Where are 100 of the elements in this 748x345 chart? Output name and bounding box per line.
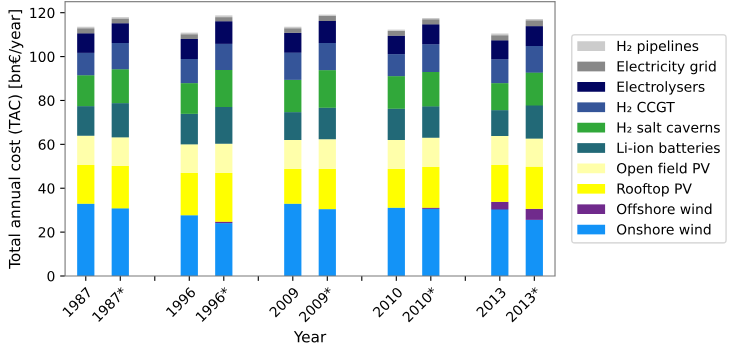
bar	[284, 168, 302, 204]
bar	[180, 39, 198, 59]
bar	[491, 59, 508, 84]
legend-label: Onshore wind	[616, 224, 710, 235]
bar	[388, 30, 405, 36]
bar	[284, 204, 302, 276]
bar	[491, 136, 508, 165]
y-tick-label: 60	[38, 139, 54, 150]
bar	[422, 208, 440, 276]
bar	[318, 16, 336, 22]
bar	[112, 23, 129, 43]
bar	[388, 36, 405, 54]
bar	[180, 34, 198, 40]
legend-label: H₂ CCGT	[618, 102, 675, 112]
bar	[215, 17, 232, 22]
bar	[422, 72, 440, 106]
bar	[180, 114, 198, 144]
bar	[526, 46, 543, 73]
legend-label: Electrolysers	[618, 81, 704, 95]
bar	[318, 209, 336, 276]
x-axis-title: Year	[294, 331, 326, 343]
y-tick-label: 80	[38, 95, 54, 106]
y-tick-label: 100	[30, 52, 54, 62]
y-tick-label: 120	[30, 8, 54, 18]
y-tick-label: 40	[38, 183, 54, 194]
bar	[388, 54, 405, 76]
bar	[491, 40, 508, 60]
legend-label: H₂ pipelines	[618, 40, 698, 54]
bar	[422, 19, 440, 24]
bar	[112, 42, 129, 70]
legend-label: Rooftop PV	[618, 183, 692, 197]
bar	[180, 58, 198, 84]
bar	[318, 108, 336, 140]
bar	[112, 166, 129, 208]
bar	[491, 110, 508, 136]
bar	[318, 42, 336, 70]
bar	[526, 166, 543, 209]
bar	[491, 164, 508, 202]
bar	[284, 28, 302, 33]
bar	[526, 72, 543, 106]
bar	[77, 204, 94, 276]
bar	[526, 20, 543, 26]
bar	[77, 33, 94, 53]
bar	[77, 52, 94, 76]
bar	[180, 215, 198, 276]
bar	[215, 172, 232, 222]
bar	[318, 139, 336, 169]
bar	[215, 107, 232, 144]
bar	[112, 18, 129, 24]
bar	[215, 223, 232, 276]
legend-label: Open field PV	[616, 162, 710, 176]
bar	[284, 32, 302, 53]
bar	[180, 83, 198, 114]
bar	[526, 26, 543, 46]
bar	[526, 106, 543, 139]
bar	[215, 21, 232, 44]
bar	[215, 144, 232, 173]
bar	[422, 24, 440, 44]
bar	[77, 28, 94, 34]
bar	[77, 136, 94, 165]
bar	[526, 208, 543, 220]
bar	[388, 140, 405, 169]
y-tick-label: 20	[38, 227, 54, 238]
bar	[318, 168, 336, 210]
bar	[526, 138, 543, 167]
bar	[284, 140, 302, 169]
bar	[526, 220, 543, 276]
bar	[388, 76, 405, 109]
y-tick-label: 0	[47, 270, 54, 282]
bar	[77, 75, 94, 106]
bar	[491, 202, 508, 210]
bar	[422, 106, 440, 138]
legend-label: Electricity grid	[618, 60, 716, 74]
legend-label: Offshore wind	[616, 203, 712, 214]
bar	[180, 172, 198, 216]
bar	[215, 70, 232, 108]
bar	[491, 35, 508, 40]
bar	[77, 106, 94, 136]
bar	[215, 44, 232, 70]
bar	[318, 21, 336, 43]
legend-label: H₂ salt caverns	[618, 122, 720, 133]
bar	[77, 164, 94, 204]
bar	[388, 208, 405, 276]
bar	[112, 103, 129, 138]
bar	[491, 210, 508, 276]
bar	[284, 52, 302, 80]
bar	[491, 83, 508, 110]
bar	[284, 112, 302, 140]
bar	[388, 168, 405, 208]
bar	[422, 44, 440, 72]
bar	[112, 69, 129, 104]
bar	[112, 137, 129, 166]
bar	[422, 166, 440, 208]
legend-label: Li-ion batteries	[618, 142, 720, 154]
bar	[284, 80, 302, 112]
bar	[422, 138, 440, 167]
bar	[112, 208, 129, 276]
y-axis-title: Total annual cost (TAC) [bn€/year]	[8, 10, 24, 269]
bar	[180, 144, 198, 173]
bar	[388, 108, 405, 140]
